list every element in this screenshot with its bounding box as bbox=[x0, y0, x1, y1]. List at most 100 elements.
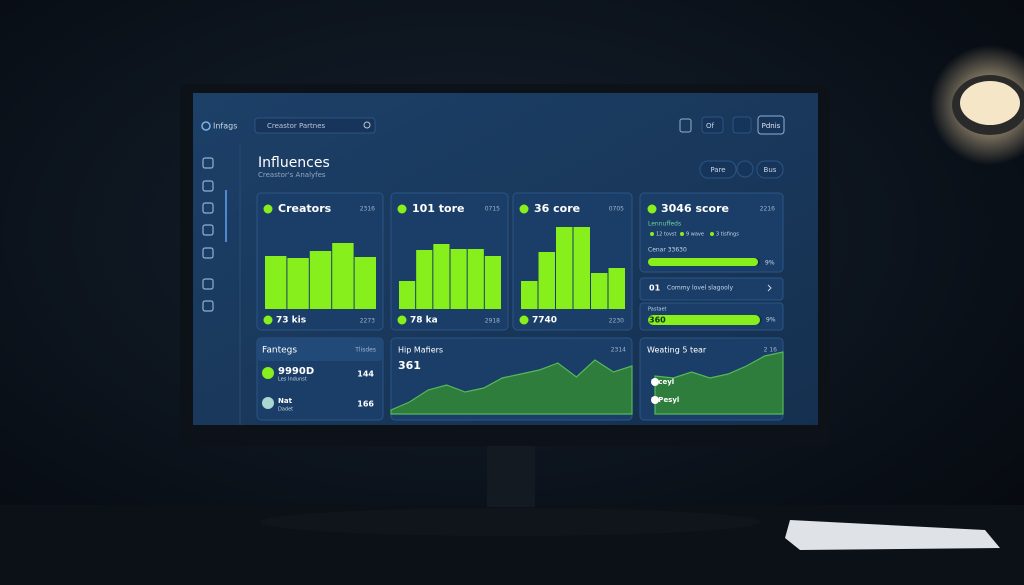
row-text: Commy lovel slagooly bbox=[667, 285, 733, 292]
panel bbox=[639, 277, 784, 301]
legend-dot bbox=[680, 232, 684, 236]
panel-icon bbox=[519, 204, 529, 214]
sidebar-icon bbox=[202, 202, 214, 214]
sidebar-icon bbox=[202, 180, 214, 192]
meter-text: 360 bbox=[649, 316, 666, 325]
legend-dot bbox=[650, 232, 654, 236]
bar bbox=[591, 273, 608, 309]
bar bbox=[309, 251, 332, 309]
search-icon bbox=[363, 121, 371, 129]
meter-fill bbox=[648, 315, 760, 325]
action-button bbox=[756, 160, 784, 179]
bar bbox=[467, 249, 484, 309]
footer-icon bbox=[397, 315, 407, 325]
panel-title: Weating 5 tear bbox=[647, 346, 707, 355]
item-name: 9990D bbox=[278, 366, 314, 377]
panel-corner: 0715 bbox=[485, 206, 500, 213]
header-icon-button bbox=[732, 116, 752, 134]
footer-icon bbox=[263, 315, 273, 325]
meter-value: 9% bbox=[766, 317, 776, 324]
panel-corner: 2314 bbox=[611, 347, 626, 354]
item-name: Nat bbox=[278, 397, 293, 405]
item-icon bbox=[262, 367, 274, 379]
area-item: 2 ceyl bbox=[651, 378, 674, 386]
header-button bbox=[701, 116, 724, 134]
bar bbox=[433, 244, 450, 309]
bar bbox=[416, 250, 433, 309]
meter-label: Pastaet bbox=[648, 307, 667, 313]
panel-footer-right: 2273 bbox=[360, 318, 375, 325]
meter-value: 9% bbox=[765, 260, 775, 267]
area bbox=[390, 359, 633, 415]
panel-corner: 2216 bbox=[760, 206, 775, 213]
panel-footer: 73 kis bbox=[276, 316, 306, 326]
bar bbox=[538, 252, 555, 309]
footer-icon bbox=[519, 315, 529, 325]
header-icon-button bbox=[679, 118, 692, 133]
sidebar-icon bbox=[202, 300, 214, 312]
panel-title: 36 core bbox=[534, 202, 580, 215]
search-box bbox=[254, 117, 376, 134]
brand-icon bbox=[201, 121, 211, 131]
panel-title: Creators bbox=[278, 202, 332, 215]
panel-corner: 0705 bbox=[609, 206, 624, 213]
header-button bbox=[757, 115, 785, 135]
meter-label: Cenar 33630 bbox=[648, 247, 687, 254]
panel-footer: 7740 bbox=[532, 316, 557, 326]
item-sub: Les Indunst bbox=[278, 377, 307, 383]
item-icon bbox=[262, 397, 274, 409]
search-text: Creastor Partnes bbox=[267, 122, 326, 130]
header-control: Of bbox=[706, 122, 715, 130]
sidebar-icon bbox=[202, 157, 214, 169]
action-button bbox=[699, 160, 737, 179]
panel-icon bbox=[397, 204, 407, 214]
panel-icon bbox=[647, 204, 657, 214]
action-label: Pare bbox=[710, 166, 725, 174]
bar bbox=[556, 227, 573, 309]
panel-subtitle: 361 bbox=[398, 359, 421, 372]
bar bbox=[265, 256, 287, 309]
panel-corner: Tlisdes bbox=[354, 347, 376, 354]
item-value: 166 bbox=[357, 400, 374, 409]
legend-title: Lennuffeds bbox=[648, 221, 681, 228]
panel-corner: 2 16 bbox=[764, 347, 778, 354]
panel-title: Hip Mafiers bbox=[398, 346, 443, 355]
panel-header bbox=[258, 339, 382, 361]
sidebar-icon bbox=[202, 224, 214, 236]
legend-item: 9 wave bbox=[686, 232, 704, 238]
sidebar-icon bbox=[202, 278, 214, 290]
lamp-light bbox=[960, 81, 1020, 125]
panel-title: 3046 score bbox=[661, 202, 729, 215]
bar bbox=[287, 258, 309, 309]
brand: Infags bbox=[213, 122, 237, 131]
meter-fill bbox=[648, 258, 758, 266]
row-number: 01 bbox=[649, 284, 661, 293]
header-control: Pdnis bbox=[762, 122, 781, 130]
legend-item: 12 tovst bbox=[656, 232, 677, 238]
area-item: 2 Pesyl bbox=[651, 396, 679, 404]
bar bbox=[399, 281, 416, 309]
item-value: 144 bbox=[357, 370, 374, 379]
item-icon bbox=[651, 396, 659, 404]
bar bbox=[608, 268, 625, 309]
bar bbox=[332, 243, 354, 309]
action-icon bbox=[736, 160, 754, 178]
panel-title: Fantegs bbox=[262, 346, 297, 356]
bar bbox=[484, 256, 501, 309]
sidebar-icon bbox=[202, 247, 214, 259]
paper bbox=[785, 520, 1000, 550]
action-label: Bus bbox=[764, 166, 777, 174]
monitor-base bbox=[260, 508, 760, 536]
panel-footer: 78 ka bbox=[410, 316, 438, 326]
item-icon bbox=[651, 378, 659, 386]
bar bbox=[450, 249, 467, 309]
panel-title: 101 tore bbox=[412, 202, 465, 215]
page-subtitle: Creastor's Analyfes bbox=[258, 171, 326, 179]
panel-footer-right: 2918 bbox=[485, 318, 500, 325]
bar bbox=[354, 257, 376, 309]
row-arrow bbox=[767, 284, 772, 292]
page-title: Influences bbox=[258, 155, 330, 171]
bar bbox=[573, 227, 590, 309]
